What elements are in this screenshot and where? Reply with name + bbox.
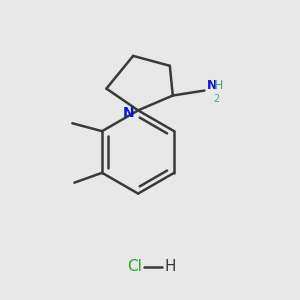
Text: H: H <box>164 260 176 274</box>
Text: H: H <box>213 79 223 92</box>
Text: Cl: Cl <box>127 260 142 274</box>
Text: 2: 2 <box>213 94 220 103</box>
Text: N: N <box>206 79 217 92</box>
Text: N: N <box>122 106 134 120</box>
